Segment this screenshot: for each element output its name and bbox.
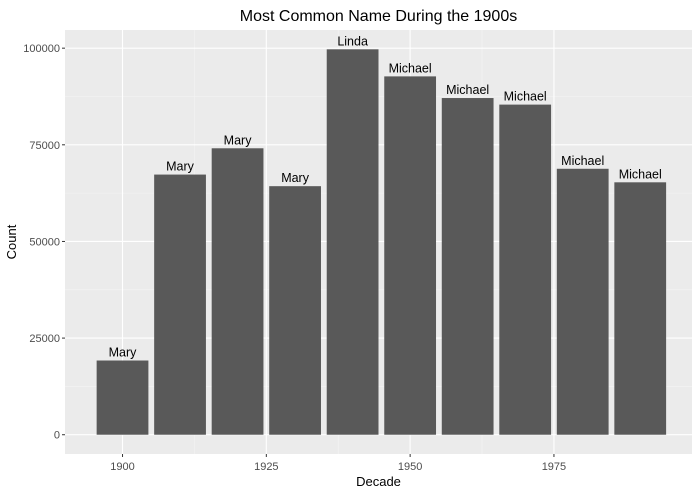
bar (96, 360, 149, 435)
bar (326, 49, 379, 435)
x-tick-label: 1975 (542, 461, 566, 473)
bar (154, 174, 206, 435)
bar-label: Mary (109, 346, 138, 360)
y-tick-label: 50000 (29, 236, 60, 248)
chart-title: Most Common Name During the 1900s (240, 8, 517, 25)
bar-label: Michael (446, 83, 489, 97)
y-tick-label: 25000 (29, 333, 60, 345)
bar-label: Mary (166, 160, 195, 174)
bar-label: Michael (619, 167, 662, 181)
x-tick-label: 1950 (398, 461, 422, 473)
bar (499, 104, 552, 435)
y-axis-title: Count (4, 224, 19, 259)
bar-label: Michael (504, 90, 547, 104)
bar-label: Linda (337, 34, 368, 48)
y-tick-label: 75000 (29, 140, 60, 152)
bar (384, 76, 437, 435)
bar (556, 168, 609, 435)
bar-label: Michael (389, 61, 432, 75)
y-tick-label: 0 (54, 430, 60, 442)
x-axis-title: Decade (356, 474, 401, 489)
bar-label: Michael (561, 154, 604, 168)
bar (269, 186, 321, 435)
bars (96, 49, 667, 435)
x-tick-label: 1925 (254, 461, 278, 473)
x-tick-label: 1900 (110, 461, 134, 473)
bar-label: Mary (224, 133, 253, 147)
bar (211, 148, 264, 435)
bar (614, 182, 667, 435)
axes: 0 25000 50000 75000 100000 1900 1925 1950 1975 (23, 43, 566, 473)
bar-labels: Mary Mary Mary Mary Linda Michael Michael Micha… (109, 34, 662, 359)
bar (441, 98, 494, 435)
bar-label: Mary (281, 171, 310, 185)
y-tick-label: 100000 (23, 43, 60, 55)
